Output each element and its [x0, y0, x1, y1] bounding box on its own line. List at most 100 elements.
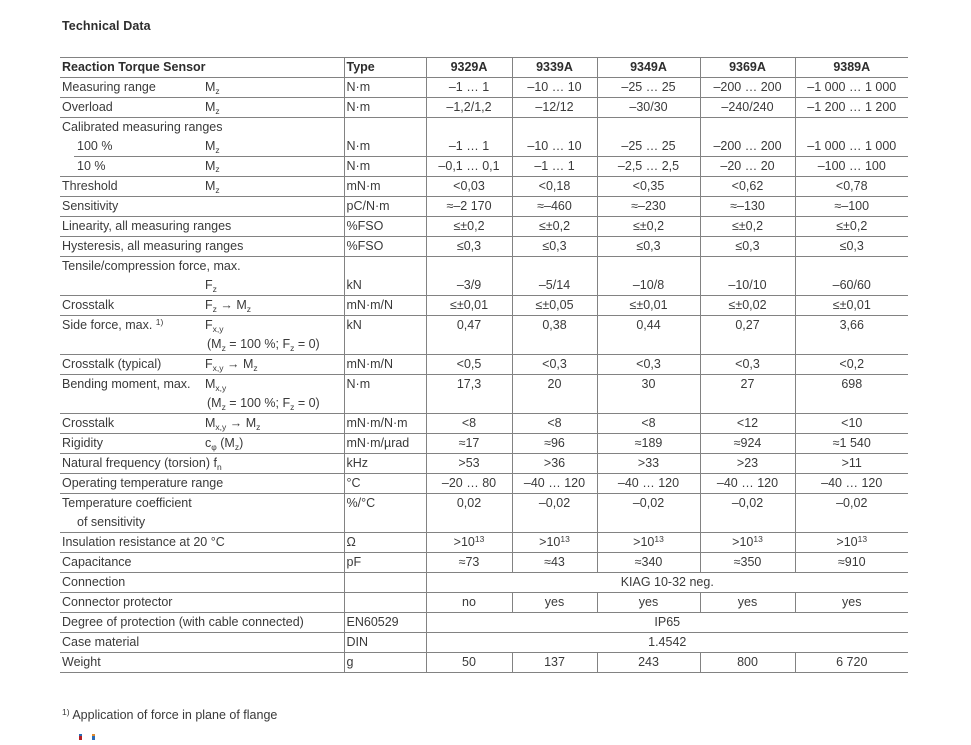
value-cell: ≈–100: [794, 196, 908, 217]
value-cell: –5/14: [511, 276, 597, 296]
value-cell: 698: [794, 374, 908, 414]
value-cell: –25 … 25: [596, 77, 700, 98]
parameter-cell: Case material: [60, 632, 344, 653]
parameter-cell: Bending moment, max. Mx,y (Mz = 100 %; Fz …: [60, 374, 344, 414]
value-cell-span: IP65: [425, 612, 908, 633]
value-cell: <0,3: [596, 354, 700, 375]
parameter-cell: Operating temperature range: [60, 473, 344, 494]
unit-cell: mN·m/N·m: [343, 413, 426, 434]
table-row: Side force, max. 1) Fx,y (Mz = 100 %; Fz =…: [60, 315, 908, 355]
value-cell: <10: [794, 413, 908, 434]
parameter-cell: Tensile/compression force, max.: [62, 259, 241, 273]
value-cell: ≈–230: [596, 196, 700, 217]
table-row: 10 % Mz N·m –0,1 … 0,1 –1 … 1 –2,5 … 2,5 –20 ……: [60, 156, 908, 177]
table-row: Degree of protection (with cable connect…: [60, 612, 908, 633]
parameter-cell: Connector protector: [60, 592, 344, 613]
value-cell: ≈1 540: [794, 433, 908, 454]
page-title: Technical Data: [62, 19, 151, 33]
value-cell: <12: [699, 413, 795, 434]
value-cell: –240/240: [699, 97, 795, 118]
parameter-cell: Connection: [60, 572, 344, 593]
parameter-cell: Crosstalk (typical) Fx,y → Mz: [60, 354, 344, 375]
unit-cell: mN·m/µrad: [343, 433, 426, 454]
value-cell: [511, 117, 597, 137]
table-row: Connector protector no yes yes yes yes: [60, 592, 908, 613]
value-cell: <8: [425, 413, 512, 434]
parameter-cell: Threshold Mz: [60, 176, 344, 197]
value-cell: –10 … 10: [511, 77, 597, 98]
col-header-model: 9329A: [425, 57, 512, 78]
value-cell: –100 … 100: [794, 156, 908, 177]
value-cell: 20: [511, 374, 597, 414]
value-cell: [596, 117, 700, 137]
value-cell: <0,18: [511, 176, 597, 197]
value-cell: ≤0,3: [511, 236, 597, 257]
value-cell: –0,1 … 0,1: [425, 156, 512, 177]
parameter-cell: Natural frequency (torsion) fn: [60, 453, 344, 474]
value-cell: ≈350: [699, 552, 795, 573]
table-row: Hysteresis, all measuring ranges %FSO ≤0,3…: [60, 236, 908, 257]
unit-cell: %FSO: [343, 236, 426, 257]
value-cell: –0,02: [794, 493, 908, 533]
value-cell: ≤±0,01: [596, 295, 700, 316]
unit-cell: %FSO: [343, 216, 426, 237]
table-row: Weight g 50 137 243 800 6 720: [60, 652, 908, 673]
value-cell: ≈73: [425, 552, 512, 573]
technical-data-table: Reaction Torque Sensor Type 9329A 9339A …: [60, 57, 908, 673]
table-row: Insulation resistance at 20 °C Ω >1013 >101…: [60, 532, 908, 553]
footnote-text: 1) Application of force in plane of flan…: [62, 706, 278, 722]
value-cell: [425, 117, 512, 137]
value-cell: >1013: [425, 532, 512, 553]
table-row: Linearity, all measuring ranges %FSO ≤±0,2…: [60, 216, 908, 237]
value-cell: >11: [794, 453, 908, 474]
value-cell: –40 … 120: [699, 473, 795, 494]
value-cell: –40 … 120: [511, 473, 597, 494]
value-cell: –10 … 10: [511, 137, 597, 157]
value-cell: –200 … 200: [699, 137, 795, 157]
parameter-cell: Crosstalk Fz → Mz: [60, 295, 344, 316]
value-cell: 0,38: [511, 315, 597, 355]
table-row: 100 % Mz N·m –1 … 1 –10 … 10 –25 … 25 –200 … 2…: [60, 137, 908, 157]
table-row: Case material DIN 1.4542: [60, 632, 908, 653]
unit-cell: Ω: [343, 532, 426, 553]
value-cell: ≤±0,2: [794, 216, 908, 237]
value-cell: >1013: [794, 532, 908, 553]
unit-cell: mN·m/N: [343, 295, 426, 316]
table-row: Crosstalk (typical) Fx,y → Mz mN·m/N <0,5 <0…: [60, 354, 908, 375]
value-cell: <0,78: [794, 176, 908, 197]
unit-cell: mN·m/N: [343, 354, 426, 375]
value-cell: ≤±0,2: [425, 216, 512, 237]
value-cell: ≤0,3: [596, 236, 700, 257]
value-cell: >1013: [511, 532, 597, 553]
parameter-cell: Hysteresis, all measuring ranges: [60, 236, 344, 257]
col-header-model: 9389A: [794, 57, 908, 78]
value-cell: [699, 117, 795, 137]
unit-cell: mN·m: [343, 176, 426, 197]
table-row: Tensile/compression force, max.: [60, 256, 908, 276]
unit-cell: [343, 256, 426, 276]
value-cell: ≤±0,05: [511, 295, 597, 316]
table-row: Bending moment, max. Mx,y (Mz = 100 %; Fz …: [60, 374, 908, 414]
value-cell: ≤±0,01: [794, 295, 908, 316]
value-cell: 50: [425, 652, 512, 673]
unit-cell: kHz: [343, 453, 426, 474]
value-cell: 30: [596, 374, 700, 414]
value-cell: yes: [699, 592, 795, 613]
value-cell: >53: [425, 453, 512, 474]
unit-cell: N·m: [343, 77, 426, 98]
value-cell-span: KIAG 10-32 neg.: [425, 572, 908, 593]
value-cell: –1 000 … 1 000: [794, 137, 908, 157]
value-cell: [511, 256, 597, 276]
value-cell: <8: [511, 413, 597, 434]
parameter-cell: 10 % Mz: [60, 156, 344, 177]
unit-cell: kN: [343, 276, 426, 296]
value-cell: >23: [699, 453, 795, 474]
value-cell: ≈43: [511, 552, 597, 573]
value-cell: ≤±0,2: [699, 216, 795, 237]
value-cell: 0,02: [425, 493, 512, 533]
value-cell: [425, 256, 512, 276]
value-cell: 800: [699, 652, 795, 673]
cutoff-logo-fragment: [79, 727, 105, 740]
unit-cell: N·m: [343, 156, 426, 177]
value-cell: –0,02: [511, 493, 597, 533]
